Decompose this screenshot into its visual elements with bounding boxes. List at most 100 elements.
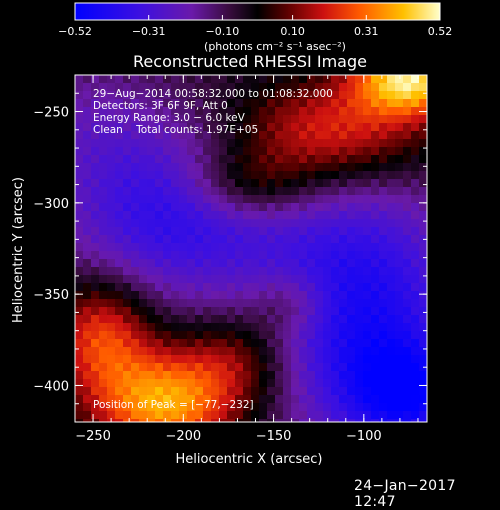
heatmap-cell — [251, 219, 260, 228]
heatmap-cell — [411, 187, 420, 196]
heatmap-cell — [267, 75, 276, 84]
heatmap-cell — [379, 275, 388, 284]
heatmap-cell — [123, 307, 132, 316]
heatmap-cell — [139, 355, 148, 364]
heatmap-cell — [291, 291, 300, 300]
heatmap-cell — [195, 83, 204, 92]
heatmap-cell — [275, 267, 284, 276]
heatmap-cell — [219, 403, 228, 412]
annotation-energy: Energy Range: 3.0 − 6.0 keV — [93, 112, 246, 124]
heatmap-cell — [131, 219, 140, 228]
heatmap-cell — [115, 275, 124, 284]
heatmap-cell — [403, 355, 412, 364]
heatmap-cell — [83, 75, 92, 84]
heatmap-cell — [355, 307, 364, 316]
heatmap-cell — [75, 91, 84, 100]
heatmap-cell — [147, 387, 156, 396]
heatmap-cell — [219, 323, 228, 332]
heatmap-cell — [107, 179, 116, 188]
heatmap-cell — [323, 123, 332, 132]
heatmap-cell — [315, 99, 324, 108]
heatmap-cell — [403, 331, 412, 340]
heatmap-cell — [147, 331, 156, 340]
heatmap-cell — [171, 91, 180, 100]
heatmap-cell — [219, 387, 228, 396]
heatmap-cell — [371, 283, 380, 292]
heatmap-cell — [363, 211, 372, 220]
heatmap-cell — [227, 251, 236, 260]
heatmap-cell — [195, 403, 204, 412]
heatmap-cell — [291, 139, 300, 148]
heatmap-cell — [115, 299, 124, 308]
heatmap-cell — [219, 291, 228, 300]
heatmap-cell — [355, 275, 364, 284]
heatmap-cell — [235, 267, 244, 276]
heatmap-cell — [291, 227, 300, 236]
heatmap-cell — [115, 115, 124, 124]
heatmap-cell — [387, 259, 396, 268]
heatmap-cell — [419, 371, 428, 380]
heatmap-cell — [395, 235, 404, 244]
heatmap-cell — [91, 123, 100, 132]
heatmap-cell — [363, 259, 372, 268]
heatmap-cell — [299, 155, 308, 164]
heatmap-cell — [307, 123, 316, 132]
heatmap-cell — [379, 99, 388, 108]
heatmap-cell — [163, 251, 172, 260]
heatmap-cell — [291, 219, 300, 228]
heatmap-cell — [331, 331, 340, 340]
heatmap-cell — [235, 363, 244, 372]
heatmap-cell — [227, 227, 236, 236]
heatmap-cell — [83, 99, 92, 108]
heatmap-cell — [315, 275, 324, 284]
heatmap-cell — [227, 395, 236, 404]
heatmap-cell — [219, 91, 228, 100]
heatmap-cell — [179, 91, 188, 100]
heatmap-cell — [323, 395, 332, 404]
heatmap-cell — [75, 331, 84, 340]
heatmap-cell — [339, 179, 348, 188]
heatmap-cell — [307, 179, 316, 188]
heatmap-cell — [195, 411, 204, 420]
heatmap-cell — [283, 91, 292, 100]
heatmap-cell — [243, 139, 252, 148]
heatmap-cell — [371, 259, 380, 268]
heatmap-cell — [243, 339, 252, 348]
heatmap-cell — [339, 363, 348, 372]
heatmap-cell — [139, 339, 148, 348]
heatmap-cell — [147, 211, 156, 220]
heatmap-cell — [251, 91, 260, 100]
heatmap-cell — [187, 179, 196, 188]
heatmap-cell — [363, 323, 372, 332]
heatmap-cell — [139, 227, 148, 236]
heatmap-cell — [299, 211, 308, 220]
heatmap-cell — [243, 363, 252, 372]
heatmap-cell — [195, 355, 204, 364]
heatmap-cell — [419, 219, 428, 228]
heatmap-cell — [355, 315, 364, 324]
heatmap-cell — [187, 291, 196, 300]
heatmap-cell — [115, 387, 124, 396]
heatmap-cell — [355, 403, 364, 412]
heatmap-cell — [347, 83, 356, 92]
heatmap-cell — [339, 411, 348, 420]
heatmap-cell — [363, 83, 372, 92]
heatmap-cell — [267, 139, 276, 148]
heatmap-cell — [163, 219, 172, 228]
heatmap-cell — [227, 147, 236, 156]
heatmap-cell — [203, 299, 212, 308]
heatmap-cell — [235, 123, 244, 132]
heatmap-cell — [363, 315, 372, 324]
heatmap-cell — [219, 195, 228, 204]
annotation-time: 29−Aug−2014 00:58:32.000 to 01:08:32.000 — [93, 88, 333, 100]
heatmap-cell — [395, 403, 404, 412]
heatmap-cell — [235, 403, 244, 412]
heatmap-cell — [331, 259, 340, 268]
heatmap-cell — [147, 355, 156, 364]
heatmap-cell — [291, 83, 300, 92]
heatmap-cell — [387, 251, 396, 260]
heatmap-cell — [387, 107, 396, 116]
heatmap-cell — [275, 155, 284, 164]
heatmap-cell — [139, 235, 148, 244]
heatmap-cell — [307, 115, 316, 124]
